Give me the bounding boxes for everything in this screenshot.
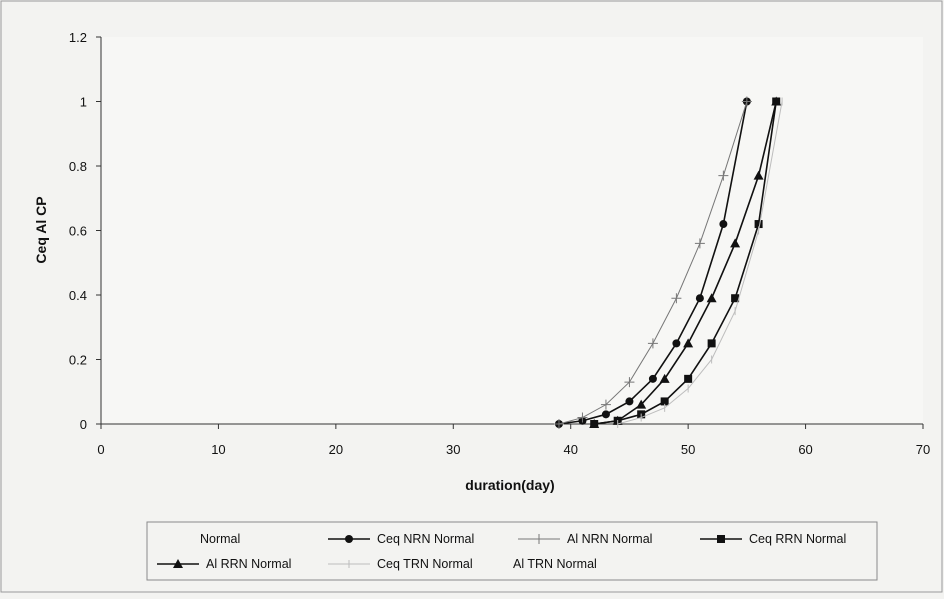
legend-label: Al TRN Normal	[513, 557, 597, 571]
data-point	[694, 238, 705, 249]
legend-swatch-marker	[717, 535, 725, 543]
data-point	[553, 419, 564, 429]
legend-item: Ceq NRN Normal	[328, 532, 474, 546]
legend-item: Al TRN Normal	[513, 557, 597, 571]
legend-label: Ceq NRN Normal	[377, 532, 474, 546]
y-tick-label: 1	[80, 95, 87, 110]
series-ceq-nrn-normal	[554, 97, 751, 428]
legend-label: Al RRN Normal	[206, 557, 291, 571]
data-point	[684, 374, 693, 383]
x-tick-label: 0	[97, 442, 104, 457]
data-point	[707, 339, 716, 348]
data-point	[719, 220, 728, 229]
legend-swatch-marker	[534, 534, 544, 544]
legend-swatch-marker	[173, 559, 183, 568]
data-point	[683, 338, 694, 348]
data-point	[600, 399, 611, 410]
legend: Normal Ceq NRN Normal Al NRN Normal Ceq RRN…	[157, 532, 846, 571]
series-al-nrn-normal	[553, 96, 752, 429]
data-point	[671, 293, 682, 304]
x-tick-label: 40	[563, 442, 577, 457]
legend-item: Normal	[200, 532, 240, 546]
data-point	[636, 399, 647, 409]
data-point	[589, 419, 600, 428]
data-point	[771, 96, 782, 106]
legend-box	[146, 521, 878, 581]
data-point	[753, 170, 764, 180]
y-tick-label: 0.6	[69, 224, 87, 239]
series-layer	[553, 96, 783, 429]
x-tick-label: 10	[211, 442, 225, 457]
legend-item: Ceq TRN Normal	[328, 557, 473, 571]
data-point	[706, 293, 717, 303]
x-axis-title: duration(day)	[465, 477, 554, 493]
legend-label: Normal	[200, 532, 240, 546]
series-line	[617, 101, 783, 425]
x-tick-label: 30	[446, 442, 460, 457]
y-tick-label: 1.2	[69, 30, 87, 45]
legend-item: Al RRN Normal	[157, 557, 291, 571]
y-tick-label: 0	[80, 417, 87, 432]
data-point	[730, 238, 741, 248]
legend-item: Ceq RRN Normal	[700, 532, 846, 546]
legend-item: Al NRN Normal	[518, 532, 652, 546]
data-point	[660, 397, 669, 406]
data-point	[731, 294, 740, 303]
data-point	[625, 397, 634, 406]
legend-label: Al NRN Normal	[567, 532, 652, 546]
x-tick-label: 50	[681, 442, 695, 457]
series-ceq-trn-normal	[617, 97, 783, 428]
data-point	[741, 96, 752, 107]
x-tick-label: 60	[798, 442, 812, 457]
axes: 0 10 20 30 40 50 60 70 0 0.2 0.4 0.6 0.8 1 1.2	[69, 30, 930, 457]
data-point	[577, 412, 588, 423]
y-tick-label: 0.8	[69, 159, 87, 174]
legend-label: Ceq TRN Normal	[377, 557, 473, 571]
y-tick-label: 0.4	[69, 288, 87, 303]
data-point	[672, 339, 681, 348]
legend-label: Ceq RRN Normal	[749, 532, 846, 546]
data-point	[648, 374, 657, 383]
data-point	[695, 294, 704, 303]
data-point	[659, 373, 670, 383]
legend-swatch-marker	[345, 535, 353, 543]
data-point	[601, 410, 610, 419]
data-point	[647, 338, 658, 349]
x-tick-label: 70	[916, 442, 930, 457]
data-point	[624, 377, 635, 388]
y-tick-label: 0.2	[69, 353, 87, 368]
data-point	[754, 220, 763, 229]
plot-area	[101, 37, 923, 424]
x-tick-label: 20	[329, 442, 343, 457]
data-point	[718, 170, 729, 181]
y-axis-title: Ceq Al CP	[33, 196, 49, 263]
